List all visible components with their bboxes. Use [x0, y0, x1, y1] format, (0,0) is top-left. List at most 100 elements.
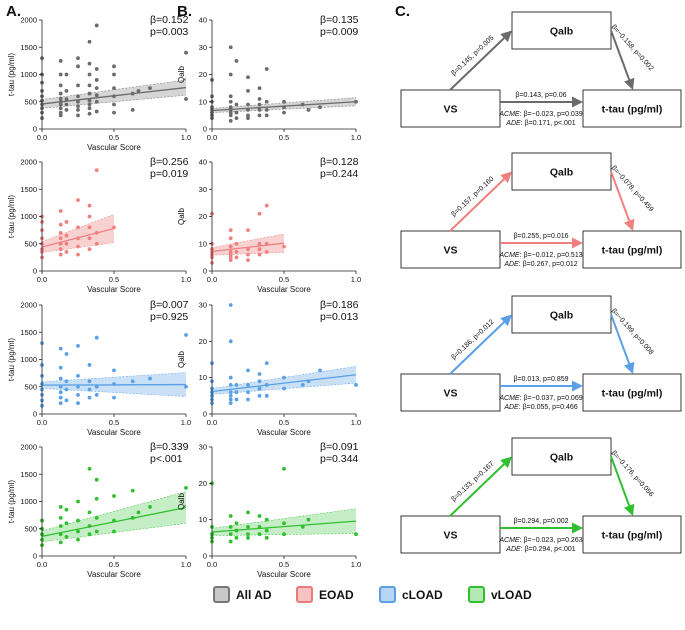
- data-point: [136, 88, 141, 93]
- y-tick-label: 500: [24, 97, 37, 106]
- data-point: [234, 383, 239, 387]
- data-point: [257, 247, 262, 252]
- p-value-annotation: p=0.013: [320, 311, 358, 323]
- data-point: [282, 466, 286, 471]
- regression-line: [41, 506, 187, 538]
- x-axis-label: Vascular Score: [87, 285, 141, 294]
- data-point: [58, 58, 63, 63]
- data-point: [87, 236, 92, 241]
- data-point: [246, 102, 250, 107]
- data-point: [94, 384, 99, 389]
- data-point: [112, 494, 116, 498]
- data-point: [228, 303, 233, 307]
- scatter-plot-a-eoad: 0 500 1000 1500 2000 0.0 0.5 1.0 Vascular Score t…: [7, 156, 191, 294]
- data-point: [76, 529, 80, 534]
- data-point: [64, 521, 69, 526]
- data-point: [76, 113, 80, 118]
- x-tick-label: 0.5: [279, 418, 289, 427]
- data-point: [87, 111, 92, 116]
- data-point: [58, 384, 63, 389]
- exposure-box: [400, 515, 501, 554]
- data-point: [58, 365, 63, 370]
- exposure-label: VS: [443, 104, 457, 116]
- beta-annotation: β=0.135: [320, 14, 359, 26]
- data-point: [246, 116, 250, 120]
- data-point: [257, 102, 262, 107]
- y-tick-label: 20: [199, 212, 207, 221]
- y-tick-label: 20: [199, 337, 207, 346]
- ade-effect: ADE: β=0.267, p=0.012: [503, 261, 577, 268]
- data-point: [228, 525, 233, 529]
- direct-path-arrow-head: [572, 96, 583, 108]
- p-value-annotation: p=0.003: [150, 26, 188, 38]
- regression-line: [211, 101, 357, 112]
- x-tick-label: 0.5: [109, 418, 119, 427]
- data-point: [87, 98, 92, 103]
- confidence-band: [42, 491, 186, 542]
- b-path-arrow-line: [610, 30, 631, 81]
- y-axis-label: Qalb: [177, 351, 186, 368]
- acme-value: : β=−0.023, p=0.039: [520, 111, 583, 118]
- data-point: [228, 514, 233, 518]
- b-path-arrow-head: [624, 218, 635, 231]
- data-point: [76, 343, 80, 348]
- data-point: [228, 118, 233, 123]
- data-point: [257, 108, 262, 112]
- data-point: [246, 247, 250, 252]
- data-point: [87, 466, 92, 471]
- data-point: [58, 222, 63, 227]
- regression-line: [41, 383, 187, 386]
- y-tick-label: 20: [199, 479, 207, 488]
- data-point: [264, 535, 269, 540]
- outcome-label: t-tau (pg/ml): [602, 245, 663, 257]
- beta-annotation: β=0.152: [150, 14, 189, 26]
- beta-annotation: β=0.256: [150, 156, 189, 168]
- data-point: [58, 102, 63, 107]
- data-point: [148, 376, 152, 381]
- y-tick-label: 20: [199, 70, 207, 79]
- x-tick-label: 1.0: [181, 560, 191, 569]
- panel-label-c: C.: [395, 3, 410, 20]
- data-point: [228, 393, 233, 398]
- data-point: [246, 510, 250, 515]
- data-point: [228, 110, 233, 115]
- data-point: [112, 529, 116, 534]
- data-point: [354, 532, 358, 537]
- y-tick-label: 500: [24, 239, 37, 248]
- data-point: [228, 390, 233, 395]
- x-tick-label: 0.0: [207, 560, 217, 569]
- exposure-box: [400, 230, 501, 269]
- a-path-arrow-head: [500, 456, 512, 469]
- data-point: [246, 535, 250, 540]
- x-tick-label: 1.0: [181, 275, 191, 284]
- acme-term: ACME: [498, 111, 520, 118]
- data-point: [264, 361, 269, 366]
- p-value-annotation: p<.001: [150, 453, 183, 465]
- data-point: [58, 252, 63, 257]
- regression-line: [211, 242, 285, 253]
- y-tick-label: 30: [199, 301, 207, 310]
- data-point: [184, 485, 188, 490]
- data-point: [264, 108, 269, 112]
- a-path-label: β=0.133, p=0.167: [450, 461, 495, 504]
- data-point: [257, 514, 262, 518]
- y-tick-label: 1500: [20, 43, 37, 52]
- data-point: [148, 505, 152, 509]
- x-tick-label: 1.0: [351, 133, 361, 142]
- data-point: [264, 99, 269, 104]
- legend-label-eoad: EOAD: [319, 588, 354, 602]
- x-axis-label: Vascular Score: [257, 570, 311, 579]
- data-point: [228, 375, 233, 380]
- scatter-plot-a-all: 0 500 1000 1500 2000 0.0 0.5 1.0 Vascular Score t…: [7, 14, 191, 152]
- data-point: [76, 56, 80, 61]
- data-point: [87, 387, 92, 392]
- scatter-plot-b-cload: 0 10 20 30 0.0 0.5 1.0 Vascular Score Qalb β=0.18…: [177, 299, 361, 437]
- data-point: [234, 110, 239, 115]
- legend: All AD EOAD cLOAD vLOAD: [213, 586, 532, 603]
- y-tick-label: 10: [199, 239, 207, 248]
- x-tick-label: 0.0: [37, 418, 47, 427]
- ade-effect: ADE: β=0.294, p<.001: [505, 546, 576, 553]
- data-point: [64, 241, 69, 246]
